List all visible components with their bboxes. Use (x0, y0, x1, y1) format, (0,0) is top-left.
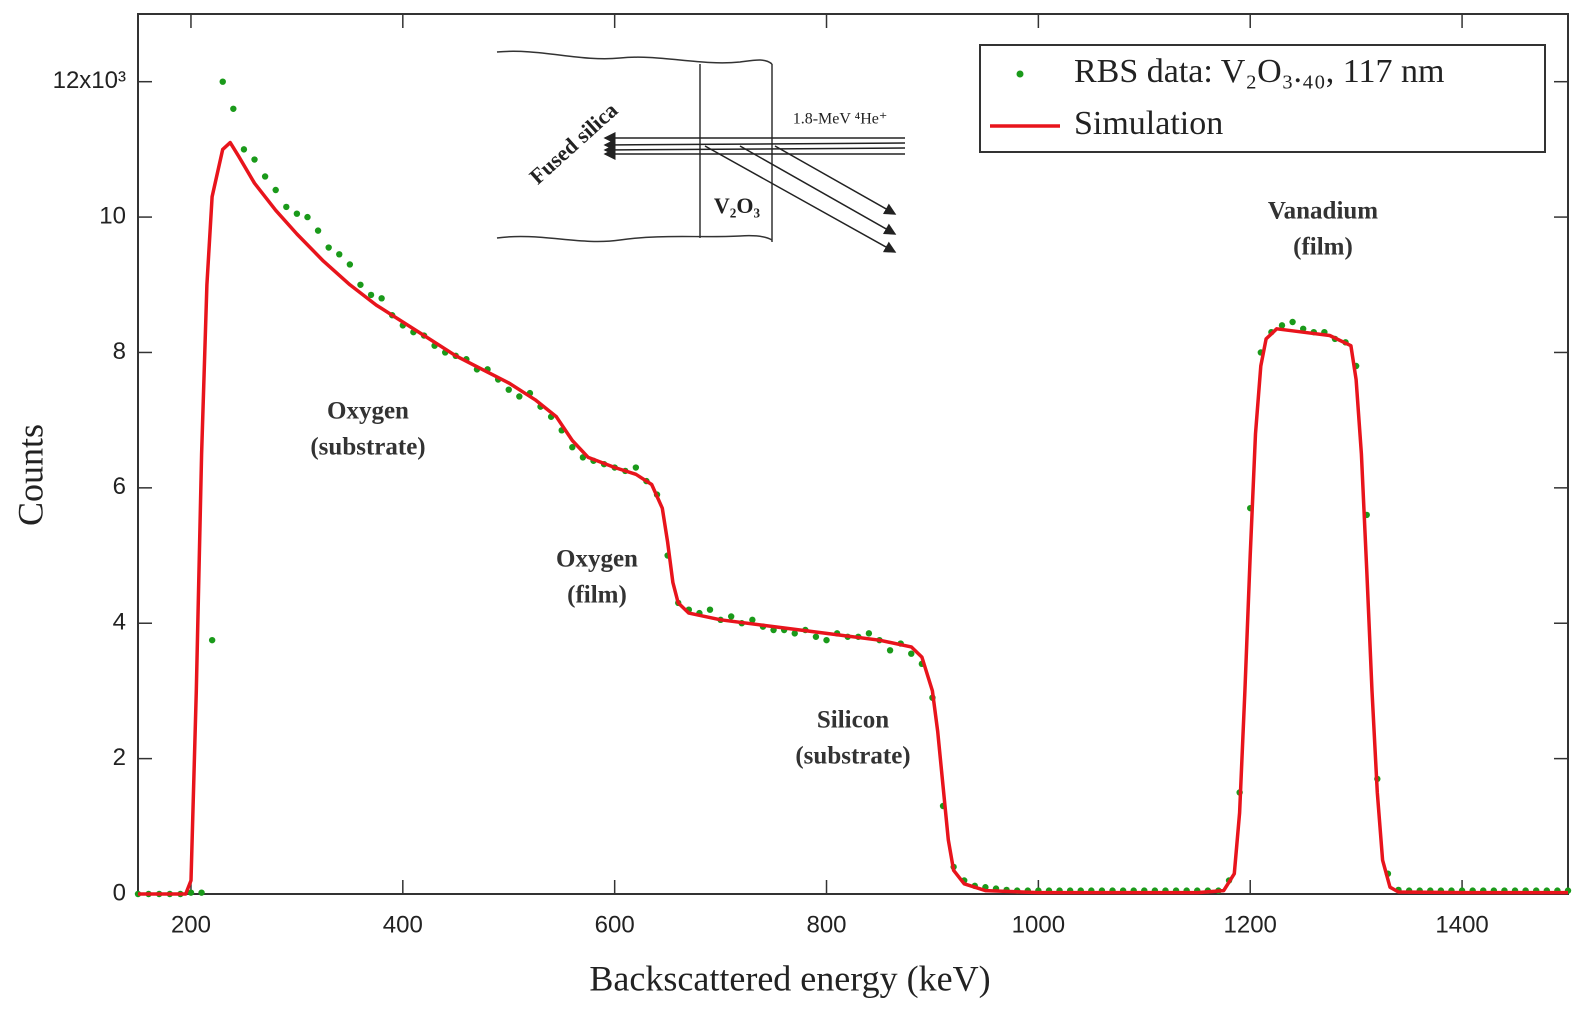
data-point (230, 105, 237, 112)
data-point (823, 636, 830, 644)
annotation: Vanadium (1268, 198, 1378, 225)
data-point (208, 636, 216, 644)
data-point (198, 889, 205, 896)
data-point (632, 464, 640, 471)
data-point (325, 244, 332, 251)
data-point (357, 281, 364, 288)
data-point (727, 613, 735, 620)
inset-label: 1.8-MeV ⁴He⁺ (793, 111, 888, 128)
data-point (261, 173, 269, 180)
data-point (791, 630, 798, 637)
inset-beam (603, 132, 906, 253)
data-point (283, 203, 290, 211)
inset-diagram: Fused silica 1.8-MeV ⁴He⁺ V₂O₃ (496, 50, 906, 253)
simulation-line (138, 140, 1568, 896)
plot-frame (137, 13, 1569, 895)
data-point (314, 227, 322, 234)
annotation: (substrate) (310, 434, 425, 461)
data-point (367, 291, 375, 299)
data-point (1278, 322, 1286, 329)
legend-label: RBS data: V₂O₃.₄₀, 117 nm (1074, 53, 1444, 90)
y-tick-label: 0 (113, 879, 126, 906)
data-point (240, 146, 248, 153)
data-point (272, 186, 279, 194)
x-tick-label: 1200 (1224, 911, 1277, 938)
legend-label: Simulation (1074, 105, 1223, 142)
annotation: (film) (1293, 234, 1353, 261)
y-tick-label: 2 (113, 744, 126, 771)
annotation: Silicon (817, 707, 889, 734)
data-point (346, 261, 354, 268)
annotation: Oxygen (556, 546, 638, 573)
x-tick-label: 400 (383, 911, 423, 938)
data-point (908, 650, 915, 657)
inset-label: Fused silica (524, 97, 622, 189)
data-point (886, 647, 894, 654)
inset-label: V₂O₃ (714, 193, 761, 218)
x-tick-label: 200 (171, 911, 211, 938)
data-point (1289, 318, 1296, 326)
data-point (187, 889, 195, 896)
x-axis-label: Backscattered energy (keV) (589, 958, 990, 998)
data-point (812, 633, 820, 640)
x-tick-label: 600 (595, 911, 635, 938)
annotation: Oxygen (327, 398, 409, 425)
y-axis-label: Counts (10, 424, 50, 526)
data-point (336, 251, 343, 258)
data-point (569, 444, 576, 451)
data-point (865, 630, 873, 637)
annotation: (substrate) (795, 743, 910, 770)
data-point (706, 606, 714, 613)
y-tick-label: 10 (99, 202, 126, 229)
legend-box (979, 44, 1546, 153)
x-tick-label: 1400 (1435, 911, 1488, 938)
x-tick-label: 1000 (1012, 911, 1065, 938)
data-point (505, 386, 512, 393)
inset-edge (496, 50, 773, 65)
annotation: (film) (567, 582, 627, 609)
y-tick-label: 6 (113, 473, 126, 500)
legend-marker (1016, 70, 1024, 78)
data-point (304, 213, 311, 221)
data-point (516, 393, 523, 400)
y-tick-label: 12x10³ (53, 67, 126, 94)
y-tick-label: 4 (113, 609, 126, 636)
data-point (251, 156, 258, 163)
y-tick-label: 8 (113, 338, 126, 365)
data-point (219, 78, 226, 85)
data-point (378, 295, 385, 302)
data-point (749, 616, 756, 624)
inset-edge (496, 234, 773, 243)
data-point (293, 210, 301, 217)
x-tick-label: 800 (806, 911, 846, 938)
